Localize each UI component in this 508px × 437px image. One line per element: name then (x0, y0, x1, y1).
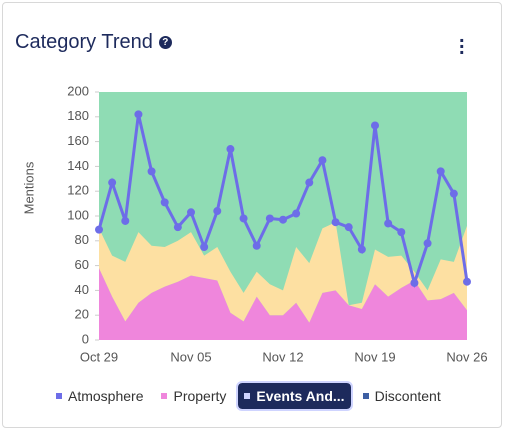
legend: Atmosphere Property Events And... Disconten… (50, 381, 447, 411)
area (99, 222, 467, 323)
point (344, 223, 353, 232)
point (371, 121, 379, 130)
point (292, 209, 301, 218)
point (226, 145, 235, 154)
point (213, 207, 222, 216)
legend-item[interactable]: Discontent (357, 383, 447, 409)
point (134, 110, 143, 119)
legend-label: Property (173, 388, 227, 404)
x-tick-label: Nov 19 (354, 349, 395, 364)
y-axis-label: Mentions (21, 161, 36, 214)
legend-swatch (161, 393, 168, 399)
y-tick-label: 40 (75, 282, 89, 297)
legend-item[interactable]: Atmosphere (50, 383, 149, 409)
chart: Mentions 0 20 40 60 80 100 120 140 160 180 200 Oct … (21, 83, 487, 364)
y-tick-label: 120 (67, 183, 89, 198)
point (384, 219, 393, 228)
legend-label: Atmosphere (68, 388, 144, 404)
point (173, 223, 182, 232)
point (463, 277, 471, 286)
point (305, 178, 314, 187)
menu-button[interactable]: ... (459, 25, 465, 59)
y-tick-label: 160 (67, 133, 89, 148)
y-tick-label: 0 (82, 331, 89, 346)
point (239, 214, 248, 223)
legend-swatch (56, 393, 62, 399)
point (121, 216, 130, 225)
point (279, 215, 287, 224)
point (265, 214, 274, 223)
x-tick-label: Nov 05 (170, 349, 211, 364)
y-tick-label: 180 (67, 108, 89, 123)
point (449, 189, 458, 198)
y-tick-label: 140 (67, 158, 89, 173)
y-tick-label: 60 (75, 257, 89, 272)
point (318, 156, 327, 165)
x-tick-label: Oct 29 (80, 349, 118, 364)
x-tick-label: Nov 12 (262, 349, 303, 364)
point (252, 241, 261, 250)
help-icon[interactable]: ? (158, 36, 172, 49)
legend-item[interactable]: Property (155, 383, 232, 409)
legend-label: Discontent (374, 388, 441, 404)
x-tick-label: Nov 26 (446, 349, 487, 364)
point (331, 218, 340, 227)
point (397, 228, 406, 237)
point (410, 278, 419, 287)
point (357, 245, 366, 254)
y-tick-label: 200 (67, 83, 89, 98)
point (436, 167, 445, 176)
point (108, 178, 117, 187)
legend-swatch (244, 393, 251, 399)
legend-label: Events And... (256, 388, 345, 404)
point (160, 198, 169, 207)
y-tick-label: 80 (75, 232, 89, 247)
point (187, 208, 195, 217)
point (95, 225, 103, 234)
chart-title: Category Trend (15, 31, 153, 53)
y-tick-label: 100 (67, 207, 89, 222)
area (99, 268, 467, 340)
y-tick-label: 20 (75, 307, 89, 322)
legend-swatch (362, 393, 369, 399)
title-row: Category Trend? (15, 31, 172, 54)
point (423, 239, 432, 248)
point (200, 243, 209, 251)
point (147, 167, 156, 176)
legend-item[interactable]: Events And... (236, 381, 353, 411)
